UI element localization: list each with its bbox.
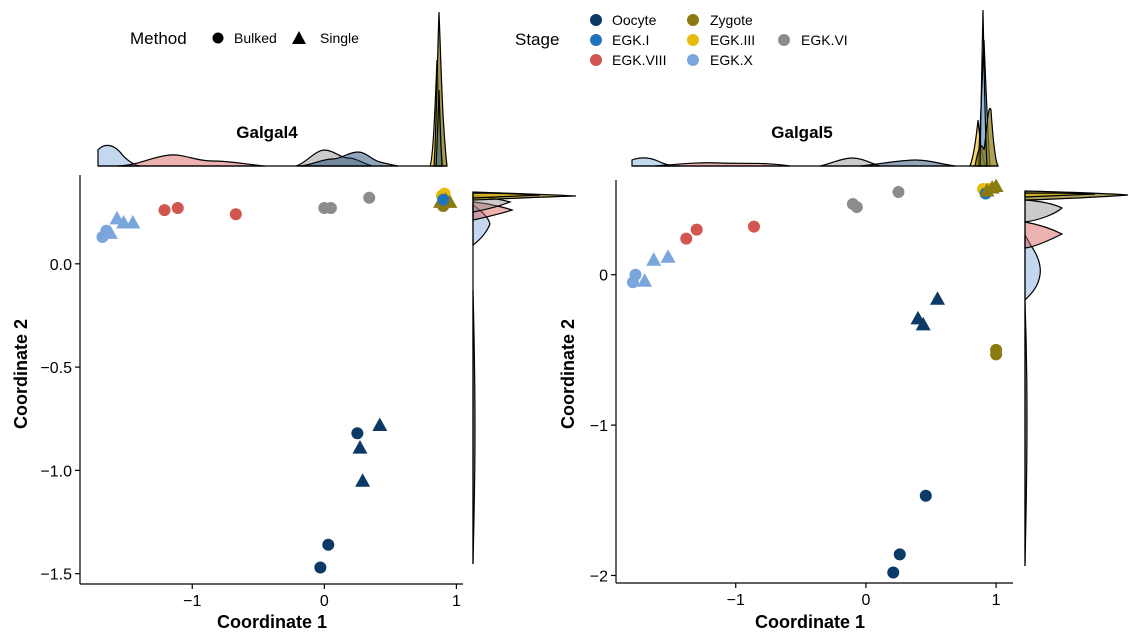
x-tick-label: 1 (992, 592, 1001, 609)
point-oocyte-bulked (314, 561, 327, 574)
density-egk-vi (1024, 199, 1064, 223)
point-oocyte-single (355, 473, 371, 487)
legend-key-egk-vi (778, 34, 790, 46)
point-egk-x-bulked (629, 268, 642, 281)
density-egk-i (435, 89, 443, 167)
x-tick-label: 1 (452, 593, 461, 610)
point-egk-x-single (646, 252, 662, 266)
x-axis-title: Coordinate 1 (217, 612, 327, 632)
panel-galgal4: Galgal4 −1 0 1 −1.5 −1.0 −0.5 0.0 (11, 11, 577, 632)
top-marginal-density (97, 11, 448, 167)
point-egk-viii-bulked (747, 220, 760, 233)
y-tick-label: −1.0 (40, 463, 72, 480)
point-egk-viii-bulked (158, 204, 171, 217)
method-legend: Method Bulked Single (130, 29, 359, 48)
density-egk-viii (117, 154, 266, 167)
scatter-points (626, 178, 1004, 579)
panel-title: Galgal4 (236, 123, 298, 142)
point-egk-x-single (102, 225, 118, 239)
legend-key-egk-iii (687, 34, 699, 46)
legend-label-zygote: Zygote (710, 12, 753, 28)
panel-galgal5: Galgal5 −1 0 1 −2−10 Coo (558, 9, 1129, 632)
legend-method-bulked: Bulked (234, 30, 277, 46)
density-egk-vi (295, 149, 373, 167)
legend-key-oocyte (590, 14, 602, 26)
legend-key-egk-i (590, 34, 602, 46)
point-oocyte-bulked (919, 489, 932, 502)
x-tick-label: −1 (183, 593, 201, 610)
y-tick-label: −1 (590, 418, 608, 435)
legend-label-egk-iii: EGK.III (710, 32, 755, 48)
x-ticks: −1 0 1 (183, 584, 461, 610)
density-egk-iii (472, 192, 541, 199)
y-tick-label: 0 (599, 268, 608, 285)
point-oocyte-single (352, 440, 368, 454)
point-oocyte-single (930, 291, 946, 305)
density-egk-iii (1024, 192, 1096, 198)
density-egk-viii (1024, 221, 1064, 249)
point-zygote-single (988, 178, 1004, 193)
point-oocyte-single (372, 417, 388, 431)
point-oocyte-single (915, 316, 931, 331)
point-egk-vi-bulked (363, 191, 376, 204)
y-axis-title: Coordinate 2 (11, 319, 31, 429)
legend-label-oocyte: Oocyte (612, 12, 657, 28)
legend-label-egk-i: EGK.I (612, 32, 649, 48)
right-marginal-density (1024, 190, 1129, 567)
y-axis-title: Coordinate 2 (558, 319, 578, 429)
stage-legend: Stage Oocyte Zygote EGK.I EGK.III EGK.VI… (515, 12, 848, 68)
point-oocyte-bulked (351, 427, 364, 440)
panel-title: Galgal5 (771, 123, 832, 142)
stage-legend-title: Stage (515, 30, 559, 49)
legend-key-zygote (687, 14, 699, 26)
density-oocyte (299, 151, 399, 167)
legend-key-egk-x (687, 54, 699, 66)
method-legend-title: Method (130, 29, 187, 48)
density-egk-x (472, 203, 491, 247)
y-ticks: −1.5 −1.0 −0.5 0.0 (40, 257, 80, 584)
point-egk-i-bulked (437, 193, 450, 206)
point-oocyte-bulked (322, 538, 335, 551)
point-egk-viii-bulked (229, 208, 242, 221)
legend-circle-icon (212, 32, 224, 44)
point-egk-viii-bulked (690, 223, 703, 236)
point-egk-viii-bulked (680, 232, 693, 245)
point-zygote-bulked (990, 348, 1003, 361)
point-egk-vi-bulked (324, 202, 337, 215)
legend-label-egk-x: EGK.X (710, 52, 753, 68)
point-egk-x-single (637, 273, 653, 287)
top-marginal-density (631, 9, 999, 167)
y-ticks: −2 −1 0 (590, 268, 616, 585)
legend-method-single: Single (320, 30, 359, 46)
point-egk-x-single (660, 249, 676, 263)
point-egk-viii-bulked (171, 202, 184, 215)
legend-label-egk-viii: EGK.VIII (612, 52, 666, 68)
x-tick-label: 0 (861, 592, 870, 609)
point-oocyte-bulked (893, 548, 906, 561)
x-axis-title: Coordinate 1 (755, 612, 865, 632)
density-oocyte (859, 159, 956, 167)
density-egk-viii (654, 162, 791, 167)
point-egk-vi-bulked (850, 201, 863, 214)
x-ticks: −1 0 1 (727, 583, 1001, 609)
density-egk-x (1024, 234, 1041, 302)
density-egk-i-peak (979, 9, 988, 167)
point-oocyte-bulked (887, 566, 900, 579)
x-tick-label: 0 (320, 593, 329, 610)
scatter-points (96, 187, 458, 574)
point-egk-x-single (125, 215, 141, 229)
legend-label-egk-vi: EGK.VI (801, 32, 848, 48)
legend-key-egk-viii (590, 54, 602, 66)
right-marginal-density (472, 191, 577, 565)
y-tick-label: −0.5 (40, 360, 72, 377)
x-tick-label: −1 (727, 592, 745, 609)
point-egk-vi-bulked (892, 186, 905, 199)
y-tick-label: −2 (590, 568, 608, 585)
density-egk-viii (472, 201, 514, 221)
legend-triangle-icon (292, 31, 306, 44)
y-tick-label: 0.0 (50, 257, 72, 274)
y-tick-label: −1.5 (40, 567, 72, 584)
density-egk-x (97, 144, 141, 167)
